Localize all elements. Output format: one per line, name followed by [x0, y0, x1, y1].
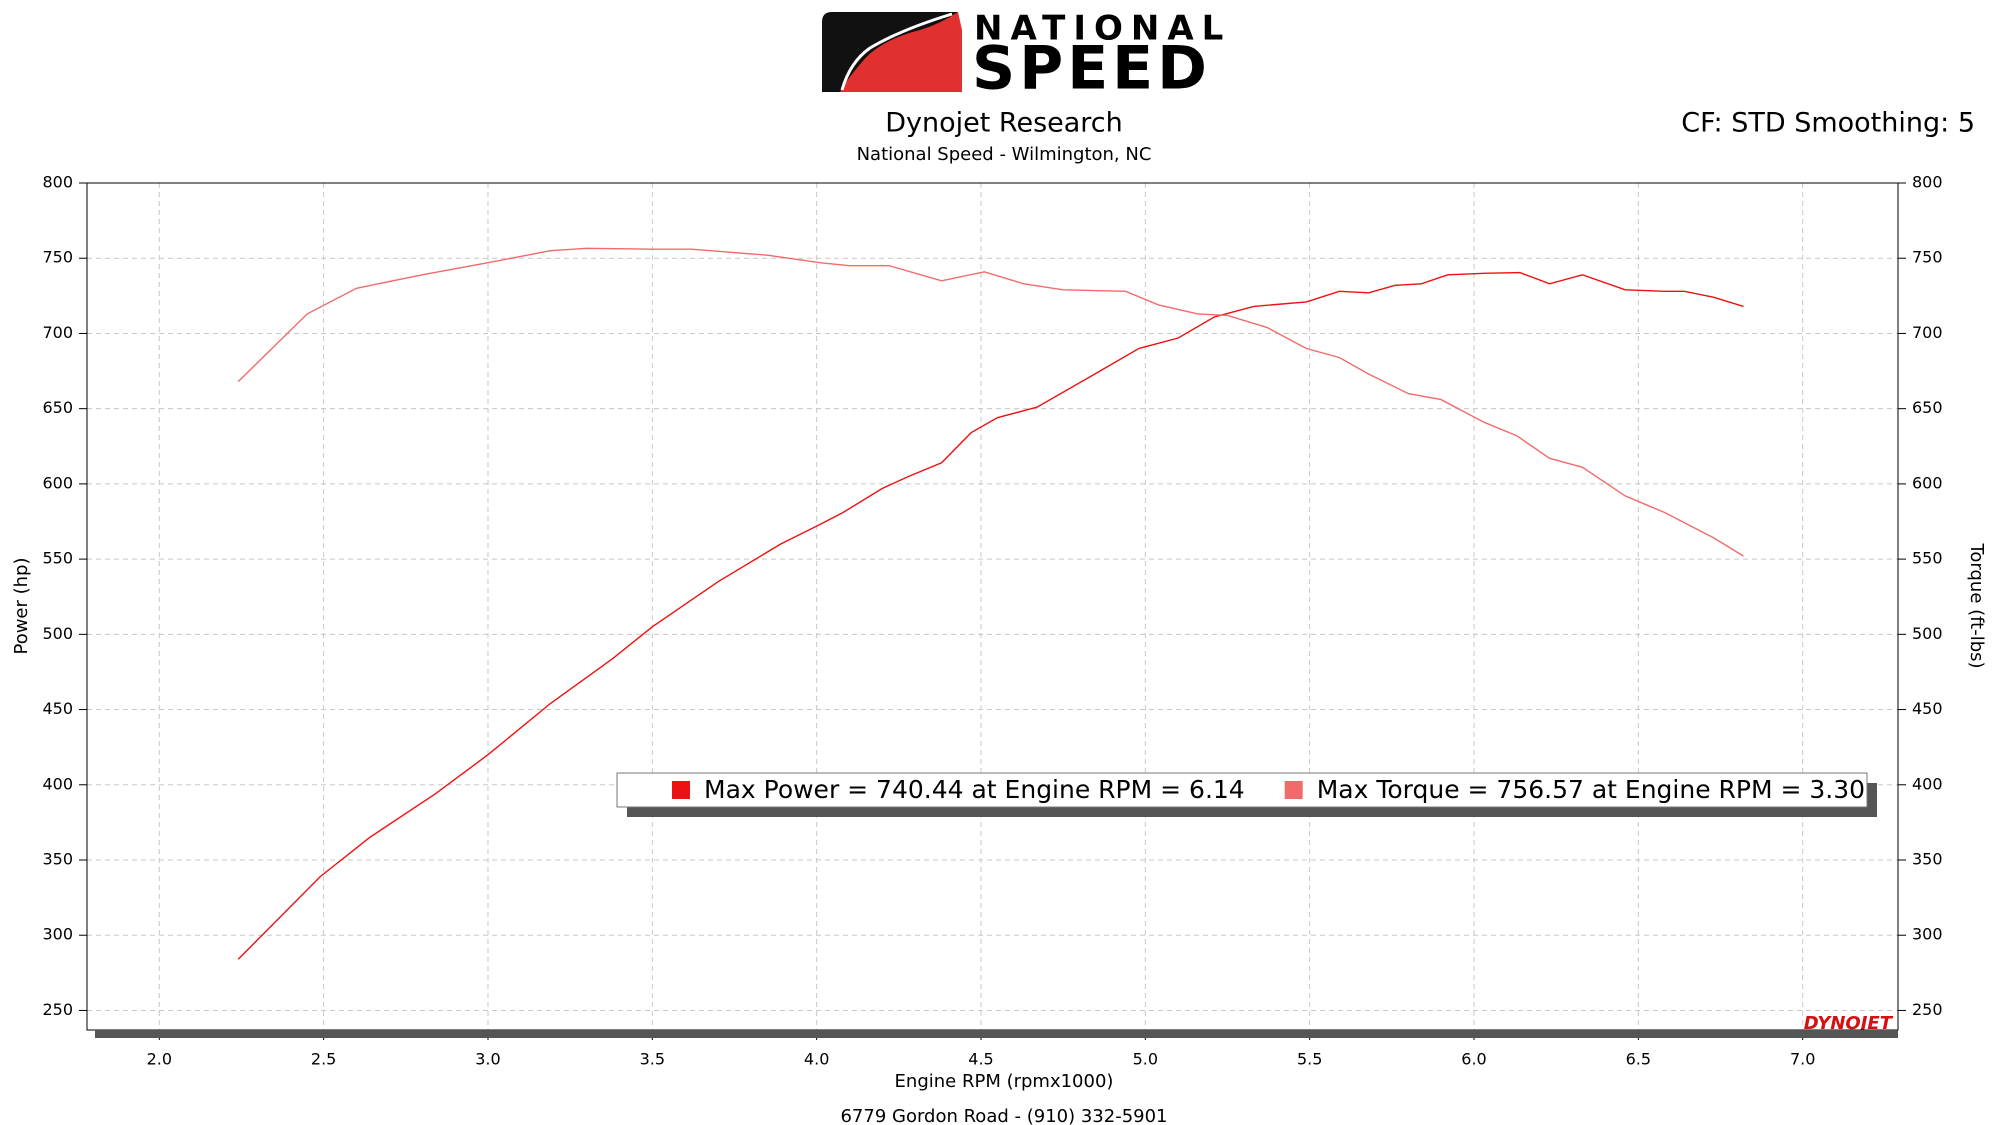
y2-tick-label: 550	[1912, 549, 1943, 568]
y2-tick-label: 350	[1912, 849, 1943, 868]
y-tick-label: 250	[42, 1000, 73, 1019]
y2-tick-label: 250	[1912, 1000, 1943, 1019]
x-tick-label: 3.5	[640, 1050, 665, 1069]
x-axis-label: Engine RPM (rpmx1000)	[895, 1071, 1114, 1092]
logo-stripe	[840, 12, 953, 91]
x-tick-label: 6.0	[1461, 1050, 1486, 1069]
series-line	[237, 271, 1744, 960]
y-tick-label: 500	[42, 624, 73, 643]
x-tick-label: 2.5	[311, 1050, 336, 1069]
y-tick-label: 700	[42, 323, 73, 342]
y2-tick-label: 700	[1912, 323, 1943, 342]
y2-tick-label: 300	[1912, 925, 1943, 944]
x-axis-bar	[95, 1030, 1898, 1038]
x-tick-label: 2.0	[147, 1050, 172, 1069]
y2-tick-label: 650	[1912, 398, 1943, 417]
legend-box	[616, 772, 1868, 808]
legend-swatch	[1284, 781, 1303, 799]
y-tick-label: 800	[42, 173, 73, 192]
logo-top: NATIONAL	[974, 9, 1231, 49]
x-tick-label: 7.0	[1790, 1050, 1815, 1069]
y2-tick-label: 450	[1912, 699, 1943, 718]
legend-swatch	[672, 781, 690, 799]
chart-title: Dynojet Research	[885, 108, 1123, 139]
legend-label: Max Power = 740.44 at Engine RPM = 6.14	[704, 775, 1245, 804]
x-tick-label: 6.5	[1626, 1050, 1651, 1069]
x-tick-label: 5.5	[1297, 1050, 1322, 1069]
x-tick-label: 3.0	[475, 1050, 500, 1069]
brand-logo: DYNOJET	[1804, 1013, 1894, 1034]
chart-subtitle: National Speed - Wilmington, NC	[857, 144, 1152, 165]
series-line	[237, 247, 1744, 557]
y2-axis-label: Torque (ft-lbs)	[1966, 542, 1987, 668]
legend-label: Max Torque = 756.57 at Engine RPM = 3.30	[1317, 775, 1865, 804]
y-tick-label: 350	[42, 849, 73, 868]
legend: Max Power = 740.44 at Engine RPM = 6.14 M…	[616, 772, 1877, 817]
logo: NATIONAL SPEED	[822, 9, 1231, 104]
logo-bottom: SPEED	[972, 34, 1211, 104]
x-tick-label: 4.0	[804, 1050, 829, 1069]
y-tick-label: 450	[42, 699, 73, 718]
x-tick-label: 4.5	[968, 1050, 993, 1069]
y-tick-label: 650	[42, 398, 73, 417]
y2-tick-label: 600	[1912, 473, 1943, 492]
y2-tick-label: 400	[1912, 774, 1943, 793]
y-tick-label: 400	[42, 774, 73, 793]
y2-tick-label: 500	[1912, 624, 1943, 643]
logo-swoosh	[840, 12, 962, 92]
y-axis-label: Power (hp)	[11, 557, 32, 654]
corner-note: CF: STD Smoothing: 5	[1681, 108, 1975, 139]
y2-tick-label: 800	[1912, 173, 1943, 192]
y-tick-label: 750	[42, 248, 73, 267]
y-tick-label: 300	[42, 925, 73, 944]
y-tick-label: 600	[42, 473, 73, 492]
y-tick-label: 550	[42, 549, 73, 568]
y2-tick-label: 750	[1912, 248, 1943, 267]
footer: 6779 Gordon Road - (910) 332-5901	[840, 1106, 1167, 1125]
x-tick-label: 5.0	[1133, 1050, 1158, 1069]
